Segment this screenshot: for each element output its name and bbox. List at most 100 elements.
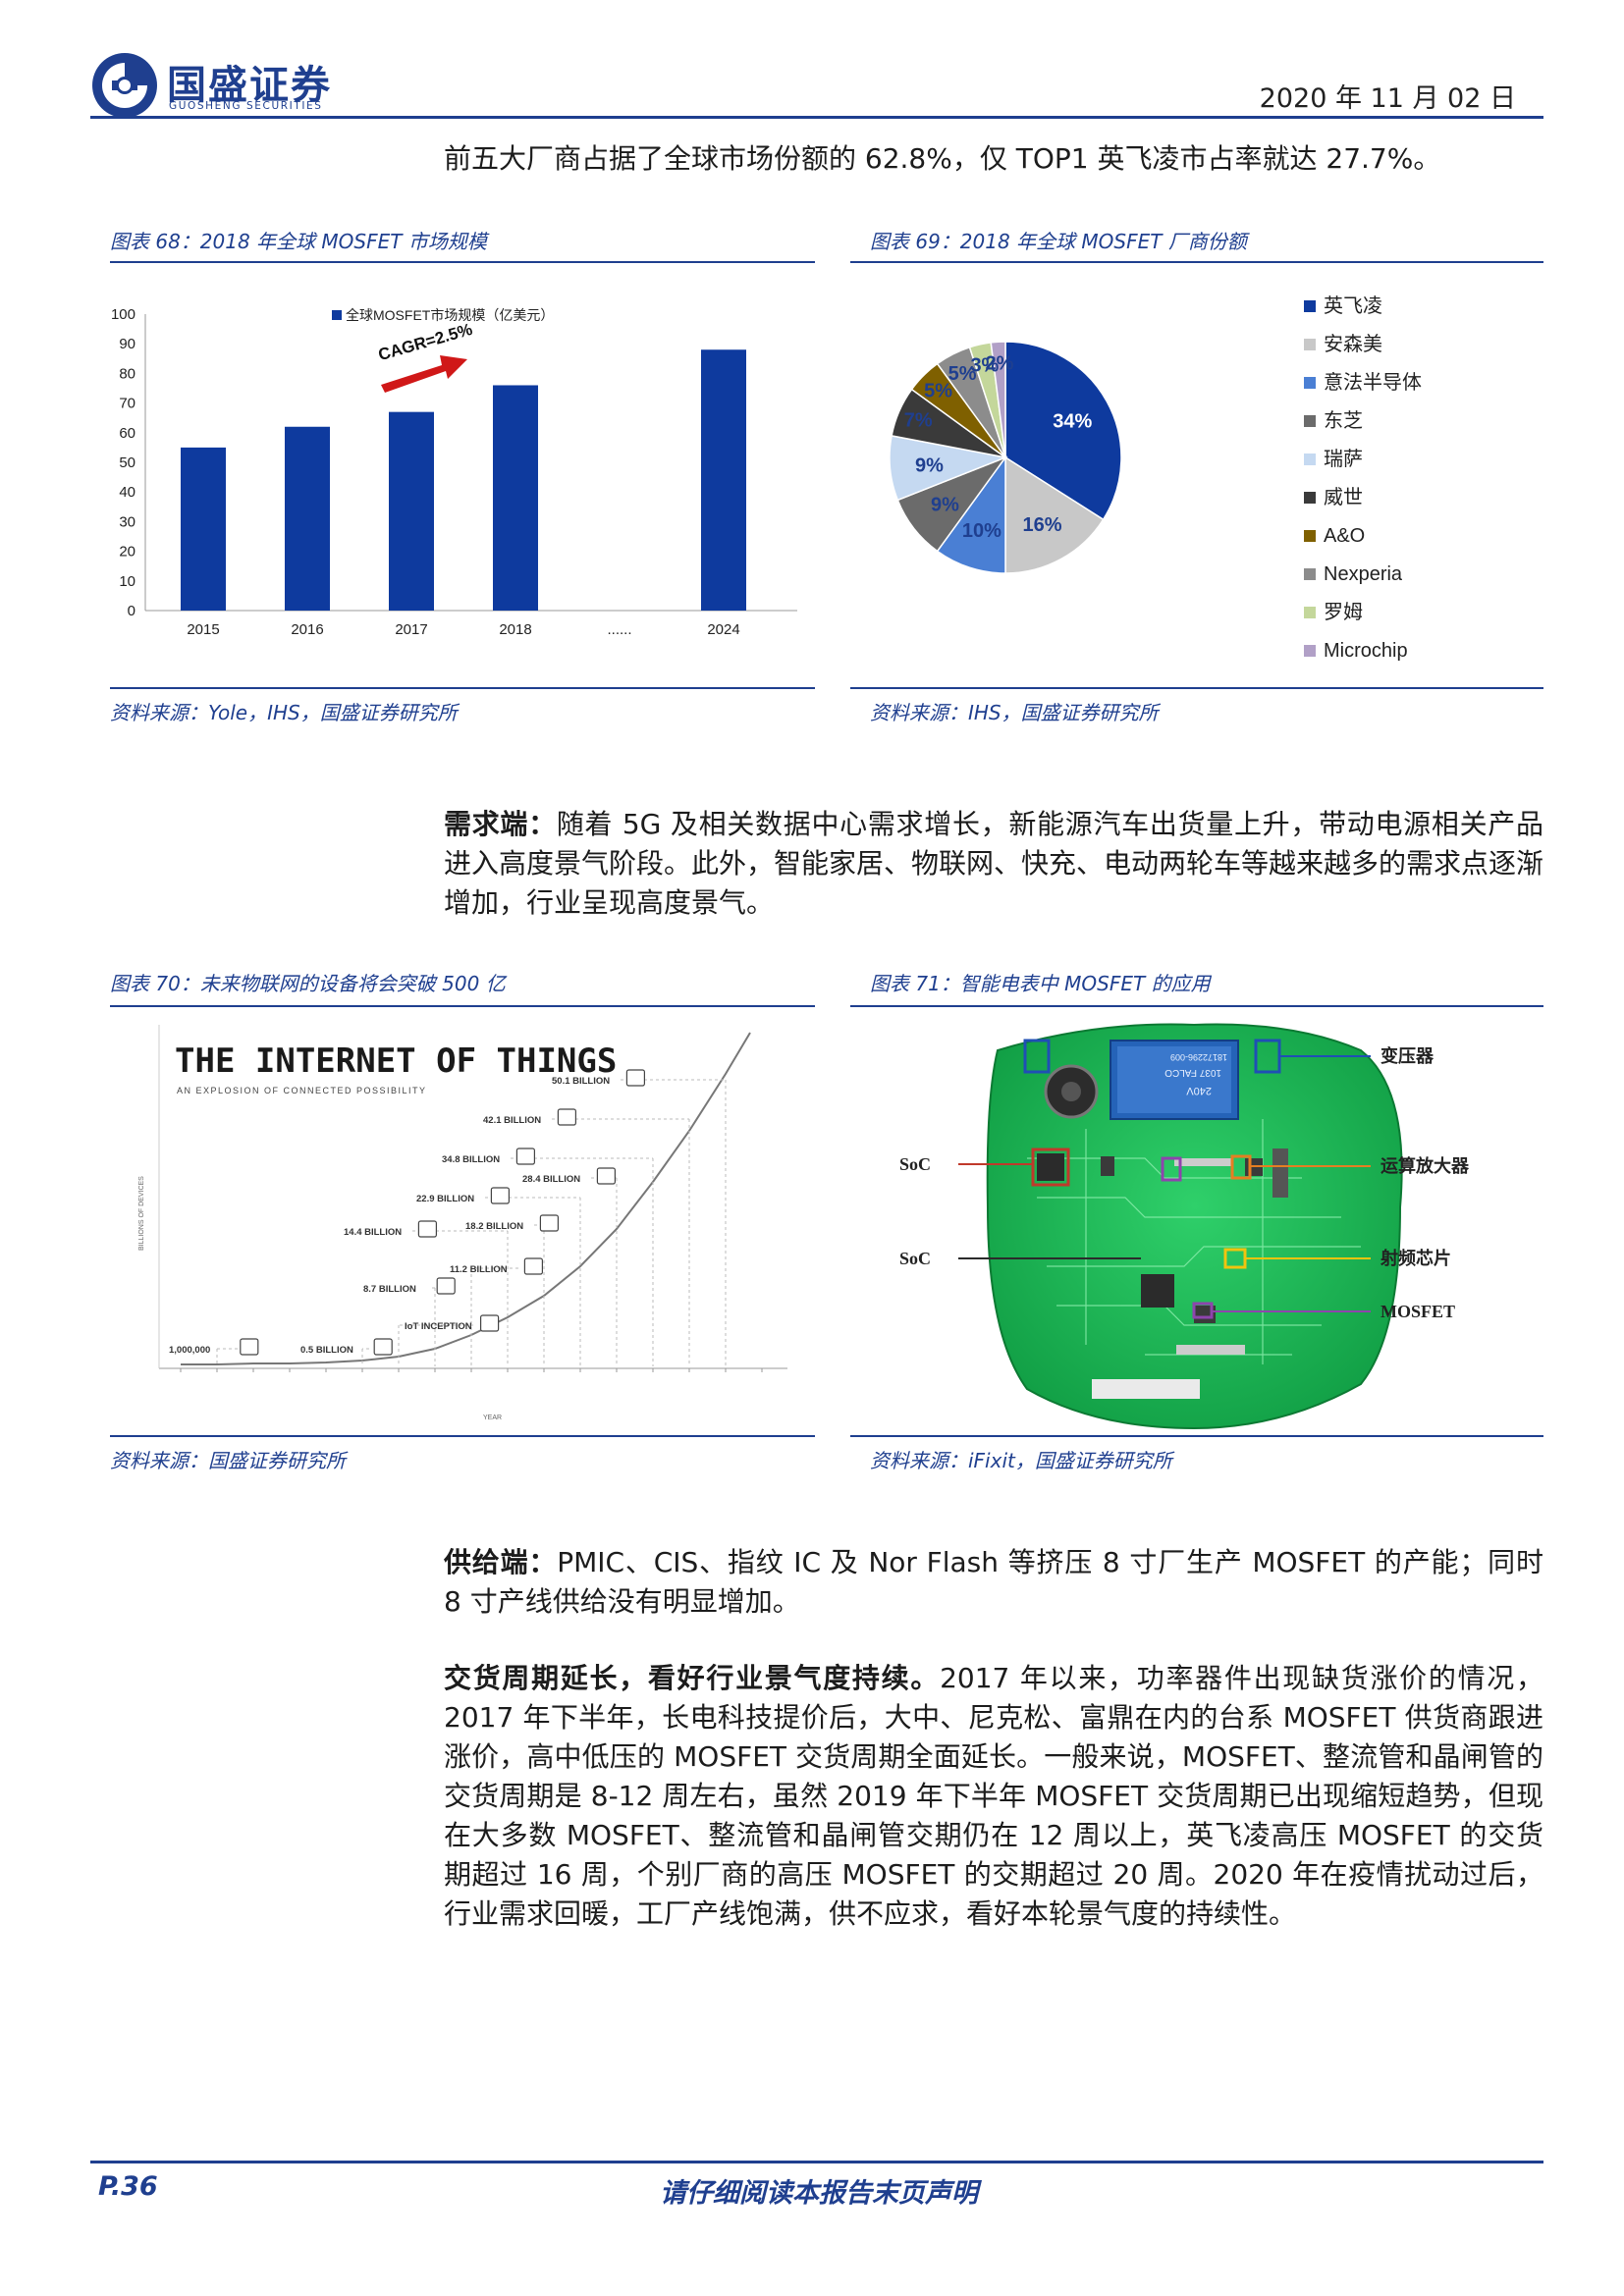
iot-milestone-label: IoT INCEPTION <box>405 1321 472 1332</box>
iot-device-icon <box>490 1187 510 1204</box>
label-soc-1: SoC <box>899 1154 931 1174</box>
label-mosfet: MOSFET <box>1380 1302 1455 1321</box>
bar-ytick-label: 80 <box>119 365 135 382</box>
figure-71-source: 资料来源：iFixit，国盛证券研究所 <box>870 1449 1172 1472</box>
pie-slice <box>1004 455 1105 574</box>
iot-milestone-label: 0.5 BILLION <box>300 1345 353 1356</box>
report-date: 2020 年 11 月 02 日 <box>1259 83 1516 114</box>
bar-xtick-label: 2024 <box>707 621 739 638</box>
iot-device-icon <box>515 1148 535 1165</box>
bar-legend-label: 全球MOSFET市场规模（亿美元） <box>346 307 554 323</box>
demand-paragraph: 需求端：随着 5G 及相关数据中心需求增长，新能源汽车出货量上升，带动电源相关产… <box>444 805 1543 923</box>
figure-70-top-rule <box>110 1005 815 1007</box>
page-number: P.36 <box>98 2171 158 2202</box>
iot-device-icon <box>539 1214 559 1232</box>
supply-label: 供给端： <box>444 1546 558 1578</box>
demand-label: 需求端： <box>444 808 557 840</box>
bar-ytick-label: 30 <box>119 513 135 530</box>
iot-milestone-label: 14.4 BILLION <box>344 1227 402 1238</box>
pie-legend-label: 意法半导体 <box>1324 371 1422 394</box>
bar-ytick-label: 100 <box>111 306 135 323</box>
pie-value-label: 34% <box>1053 410 1092 432</box>
pie-legend-label: 威世 <box>1324 486 1363 508</box>
iot-device-icon <box>625 1069 646 1087</box>
bar <box>389 411 434 611</box>
pie-legend-swatch <box>1304 530 1316 542</box>
bar-ytick-label: 40 <box>119 484 135 501</box>
iot-milestone-label: 1,000,000 <box>169 1345 210 1356</box>
iot-device-icon <box>557 1108 576 1126</box>
transformer-text-1: 240V <box>1186 1085 1212 1096</box>
pie-value-label: 5% <box>924 381 952 402</box>
figure-69-source: 资料来源：IHS，国盛证券研究所 <box>870 701 1159 724</box>
iot-device-icon <box>480 1314 500 1332</box>
pie-legend-label: 罗姆 <box>1324 601 1363 623</box>
pie-legend-label: 英飞凌 <box>1324 294 1382 317</box>
iot-device-icon <box>436 1277 456 1295</box>
pie-value-label: 7% <box>904 410 933 432</box>
figure-70-source: 资料来源：国盛证券研究所 <box>110 1449 346 1472</box>
cagr-arrow-icon <box>381 355 467 393</box>
bar-ytick-label: 0 <box>128 603 135 619</box>
bar-xtick-label: 2015 <box>187 621 219 638</box>
mosfet-vendor-pie-chart: 34%16%10%9%9%7%5%5%3%2% 英飞凌安森美意法半导体东芝瑞萨威… <box>889 294 1422 662</box>
pie-legend-swatch <box>1304 377 1316 389</box>
iot-milestone-label: 50.1 BILLION <box>552 1076 610 1087</box>
iot-milestone-label: 42.1 BILLION <box>483 1115 541 1126</box>
figure-68-top-rule <box>110 261 815 263</box>
label-opamp: 运算放大器 <box>1380 1155 1470 1177</box>
intro-paragraph: 前五大厂商占据了全球市场份额的 62.8%，仅 TOP1 英飞凌市占率就达 27… <box>444 142 1441 175</box>
delivery-label: 交货周期延长，看好行业景气度持续。 <box>444 1662 941 1694</box>
mosfet-market-bar-chart: 0 10 20 30 40 50 60 70 80 90 100 2015 2016 2017 2018.… <box>111 306 797 638</box>
iot-title: THE INTERNET OF THINGS <box>175 1041 617 1081</box>
iot-infographic: THE INTERNET OF THINGS AN EXPLOSION OF C… <box>110 1015 815 1427</box>
pie-legend-swatch <box>1304 492 1316 504</box>
transformer-text-2: 1037 FALCO <box>1164 1067 1221 1078</box>
bar <box>285 426 330 611</box>
pie-legend-swatch <box>1304 454 1316 465</box>
pie-value-label: 9% <box>915 454 944 476</box>
figure-68-bottom-rule <box>110 687 815 689</box>
iot-device-icon <box>240 1338 259 1356</box>
figure-71-bottom-rule <box>850 1435 1543 1437</box>
iot-device-icon <box>373 1338 393 1356</box>
figure-70-caption: 图表 70：未来物联网的设备将会突破 500 亿 <box>110 972 506 995</box>
pie-legend-swatch <box>1304 645 1316 657</box>
footer-disclaimer: 请仔细阅读本报告末页声明 <box>660 2178 978 2209</box>
label-rf-chip: 射频芯片 <box>1380 1248 1451 1269</box>
iot-milestone-label: 8.7 BILLION <box>363 1284 416 1295</box>
delivery-text: 2017 年以来，功率器件出现缺货涨价的情况，2017 年下半年，长电科技提价后… <box>444 1662 1543 1930</box>
iot-subtitle: AN EXPLOSION OF CONNECTED POSSIBILITY <box>177 1086 427 1095</box>
transformer-highlight-left <box>1023 1039 1051 1074</box>
pie-value-label: 10% <box>962 520 1001 542</box>
bar <box>493 385 538 611</box>
bar-ytick-label: 90 <box>119 336 135 352</box>
pie-legend-swatch <box>1304 607 1316 618</box>
pie-legend-swatch <box>1304 415 1316 427</box>
pie-value-label: 9% <box>931 495 959 516</box>
figure-69-bottom-rule <box>850 687 1543 689</box>
figure-68-source: 资料来源：Yole，IHS，国盛证券研究所 <box>110 701 458 724</box>
mosfet-highlight-1 <box>1161 1156 1182 1182</box>
smart-meter-pcb-image: 240V 1037 FALCO 18172296-009 变压器 SoC 运算放… <box>899 1023 1470 1430</box>
iot-milestone-label: 28.4 BILLION <box>522 1174 580 1185</box>
figure-71-caption: 图表 71：智能电表中 MOSFET 的应用 <box>870 972 1211 995</box>
demand-text: 随着 5G 及相关数据中心需求增长，新能源汽车出货量上升，带动电源相关产品进入高… <box>444 808 1544 919</box>
supply-paragraph: 供给端：PMIC、CIS、指纹 IC 及 Nor Flash 等挤压 8 寸厂生… <box>444 1543 1543 1622</box>
iot-device-icon <box>596 1167 616 1185</box>
figure-69-caption: 图表 69：2018 年全球 MOSFET 厂商份额 <box>870 230 1247 253</box>
pie-slice <box>990 341 1006 458</box>
label-soc-2: SoC <box>899 1249 931 1268</box>
pie-value-label: 16% <box>1023 514 1062 536</box>
pie-value-label: 5% <box>948 363 977 385</box>
figure-69-top-rule <box>850 261 1543 263</box>
pie-legend-label: 东芝 <box>1324 409 1363 432</box>
pie-legend-label: Nexperia <box>1324 563 1403 585</box>
bar-xtick-label: 2017 <box>395 621 427 638</box>
bar-ytick-label: 10 <box>119 573 135 590</box>
iot-device-icon <box>417 1220 437 1238</box>
transformer-text-3: 18172296-009 <box>1170 1052 1227 1062</box>
supply-text: PMIC、CIS、指纹 IC 及 Nor Flash 等挤压 8 寸厂生产 MO… <box>444 1546 1543 1618</box>
iot-device-icon <box>523 1257 543 1275</box>
iot-milestone-label: 18.2 BILLION <box>465 1221 523 1232</box>
